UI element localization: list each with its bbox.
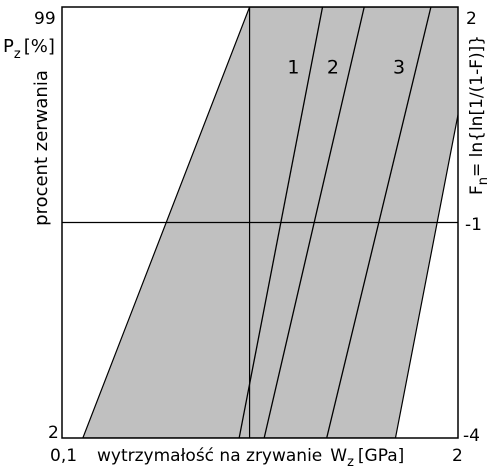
left-tick-bottom: 2: [48, 423, 59, 443]
series-label-3: 3: [393, 56, 405, 78]
x-axis-title: wytrzymałość na zrywanie Wz [GPa]: [97, 446, 404, 470]
series-label-2: 2: [327, 56, 339, 78]
left-axis-symbol: Pz [%]: [3, 36, 55, 62]
x-tick-right: 2: [452, 446, 463, 466]
right-tick-bottom: -4: [463, 426, 480, 446]
series-line-3: [326, 7, 432, 438]
right-tick-top: 2: [466, 9, 477, 29]
right-tick-mid: -1: [465, 215, 482, 235]
series-line-2: [263, 7, 365, 438]
x-tick-left: 0,1: [50, 446, 77, 466]
series-label-1: 1: [287, 56, 299, 78]
plot-frame: [61, 6, 459, 439]
series-line-1: [238, 7, 324, 438]
right-axis-title: Fn= ln{ln[1/(1-F)]}: [467, 35, 491, 195]
left-tick-top: 99: [34, 9, 56, 29]
left-axis-title: procent zerwania: [31, 70, 52, 226]
